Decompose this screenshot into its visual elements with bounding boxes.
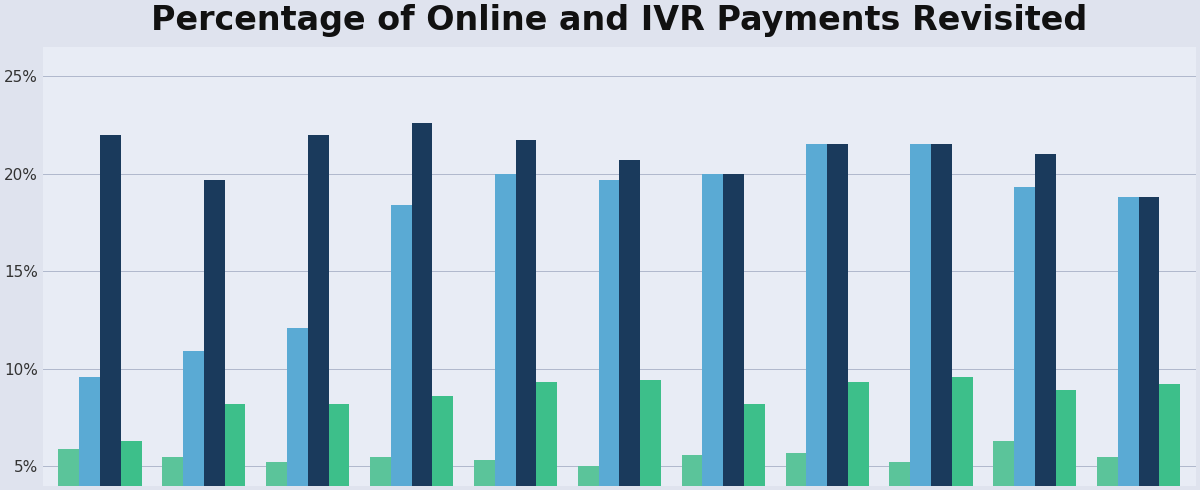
Title: Percentage of Online and IVR Payments Revisited: Percentage of Online and IVR Payments Re…	[151, 4, 1087, 37]
Bar	[744, 404, 764, 490]
Bar	[474, 461, 494, 490]
Bar	[79, 377, 100, 490]
Bar	[848, 382, 869, 490]
Bar	[952, 377, 972, 490]
Bar	[599, 179, 619, 490]
Bar	[121, 441, 142, 490]
Bar	[329, 404, 349, 490]
Bar	[806, 145, 827, 490]
Bar	[412, 123, 432, 490]
Bar	[682, 455, 702, 490]
Bar	[1118, 197, 1139, 490]
Bar	[184, 351, 204, 490]
Bar	[1056, 390, 1076, 490]
Bar	[391, 205, 412, 490]
Bar	[889, 463, 910, 490]
Bar	[910, 145, 931, 490]
Bar	[266, 463, 287, 490]
Bar	[786, 453, 806, 490]
Bar	[578, 466, 599, 490]
Bar	[370, 457, 391, 490]
Bar	[1159, 384, 1181, 490]
Bar	[224, 404, 246, 490]
Bar	[827, 145, 848, 490]
Bar	[494, 173, 516, 490]
Bar	[1014, 187, 1034, 490]
Bar	[931, 145, 952, 490]
Bar	[702, 173, 724, 490]
Bar	[162, 457, 184, 490]
Bar	[287, 328, 307, 490]
Bar	[619, 160, 640, 490]
Bar	[724, 173, 744, 490]
Bar	[100, 135, 121, 490]
Bar	[307, 135, 329, 490]
Bar	[1034, 154, 1056, 490]
Bar	[536, 382, 557, 490]
Bar	[59, 449, 79, 490]
Bar	[1097, 457, 1118, 490]
Bar	[994, 441, 1014, 490]
Bar	[1139, 197, 1159, 490]
Bar	[432, 396, 454, 490]
Bar	[516, 141, 536, 490]
Bar	[640, 380, 661, 490]
Bar	[204, 179, 224, 490]
